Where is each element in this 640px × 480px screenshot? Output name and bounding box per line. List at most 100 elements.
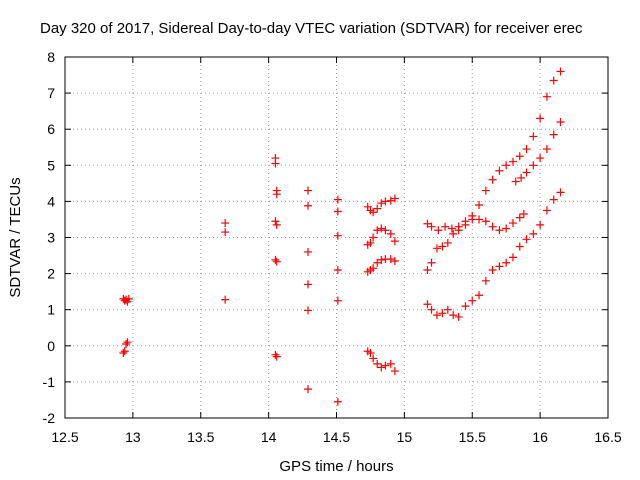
data-point [432, 311, 441, 320]
y-tick-label: 4 [47, 193, 55, 209]
data-point [221, 295, 230, 304]
data-point [272, 257, 281, 266]
data-point [386, 255, 395, 264]
data-point [495, 166, 504, 175]
y-tick-label: 7 [47, 85, 55, 101]
data-point [303, 306, 312, 315]
data-point [502, 224, 511, 233]
data-point [447, 224, 456, 233]
data-point [333, 195, 342, 204]
x-tick-label: 14 [261, 429, 277, 445]
data-point [475, 201, 484, 210]
data-point [502, 161, 511, 170]
x-tick-label: 13 [125, 429, 141, 445]
data-point [303, 247, 312, 256]
data-point [443, 305, 452, 314]
data-point [390, 237, 399, 246]
data-point [542, 206, 551, 215]
data-point [536, 154, 545, 163]
data-point [427, 222, 436, 231]
data-point [303, 201, 312, 210]
data-point [423, 300, 432, 309]
data-point [373, 226, 382, 235]
data-point [475, 291, 484, 300]
data-point [272, 352, 281, 361]
data-point [272, 220, 281, 229]
data-point [511, 177, 520, 186]
data-point [303, 280, 312, 289]
data-point [449, 229, 458, 238]
data-point [529, 161, 538, 170]
x-tick-label: 16 [532, 429, 548, 445]
data-point [303, 186, 312, 195]
data-point [333, 265, 342, 274]
data-point [461, 302, 470, 311]
data-point [556, 117, 565, 126]
data-point [536, 114, 545, 123]
y-tick-label: 5 [47, 157, 55, 173]
data-point [488, 265, 497, 274]
data-point [366, 238, 375, 247]
data-point [124, 294, 133, 303]
data-point [303, 385, 312, 394]
y-tick-label: 2 [47, 266, 55, 282]
data-point [461, 220, 470, 229]
data-point [434, 226, 443, 235]
x-axis-label: GPS time / hours [279, 458, 393, 475]
y-tick-label: 3 [47, 230, 55, 246]
data-point [427, 305, 436, 314]
data-point [443, 238, 452, 247]
y-tick-label: -1 [43, 374, 56, 390]
y-tick-label: 8 [47, 49, 55, 65]
y-tick-label: 1 [47, 302, 55, 318]
data-point [438, 242, 447, 251]
y-axis-label: SDTVAR / TECUs [7, 177, 24, 297]
data-point [522, 168, 531, 177]
data-point [377, 363, 386, 372]
data-point [369, 233, 378, 242]
data-point [271, 350, 280, 359]
data-point [449, 311, 458, 320]
data-point [373, 359, 382, 368]
data-point [427, 258, 436, 267]
x-tick-label: 15.5 [459, 429, 486, 445]
data-point [556, 188, 565, 197]
data-point [549, 130, 558, 139]
data-point [529, 229, 538, 238]
data-point [519, 210, 528, 219]
data-point [481, 217, 490, 226]
data-point [515, 213, 524, 222]
data-point [549, 195, 558, 204]
data-point [529, 132, 538, 141]
data-point [381, 197, 390, 206]
ticks-layer: 12.5 13 13.5 14 14.5 15 15.5 16 16.5 -2 -1 0 1 2 3 4 5 6 7… [43, 49, 622, 445]
data-point [390, 367, 399, 376]
data-point [333, 207, 342, 216]
data-point [423, 219, 432, 228]
data-point [386, 359, 395, 368]
data-point [390, 194, 399, 203]
data-point [122, 339, 131, 348]
x-tick-label: 16.5 [594, 429, 621, 445]
chart-title: Day 320 of 2017, Sidereal Day-to-day VTE… [40, 20, 583, 37]
grid-layer [65, 57, 608, 418]
data-point [488, 222, 497, 231]
data-point [123, 338, 132, 347]
data-point [495, 262, 504, 271]
data-point [221, 228, 230, 237]
data-point [333, 397, 342, 406]
data-point [120, 347, 129, 356]
data-point [536, 220, 545, 229]
data-point [441, 222, 450, 231]
data-point [119, 349, 128, 358]
y-tick-label: -2 [43, 410, 56, 426]
data-point [369, 264, 378, 273]
data-point [271, 159, 280, 168]
data-point [381, 226, 390, 235]
x-tick-label: 13.5 [187, 429, 214, 445]
data-point [454, 226, 463, 235]
data-point [432, 244, 441, 253]
y-tick-label: 6 [47, 121, 55, 137]
